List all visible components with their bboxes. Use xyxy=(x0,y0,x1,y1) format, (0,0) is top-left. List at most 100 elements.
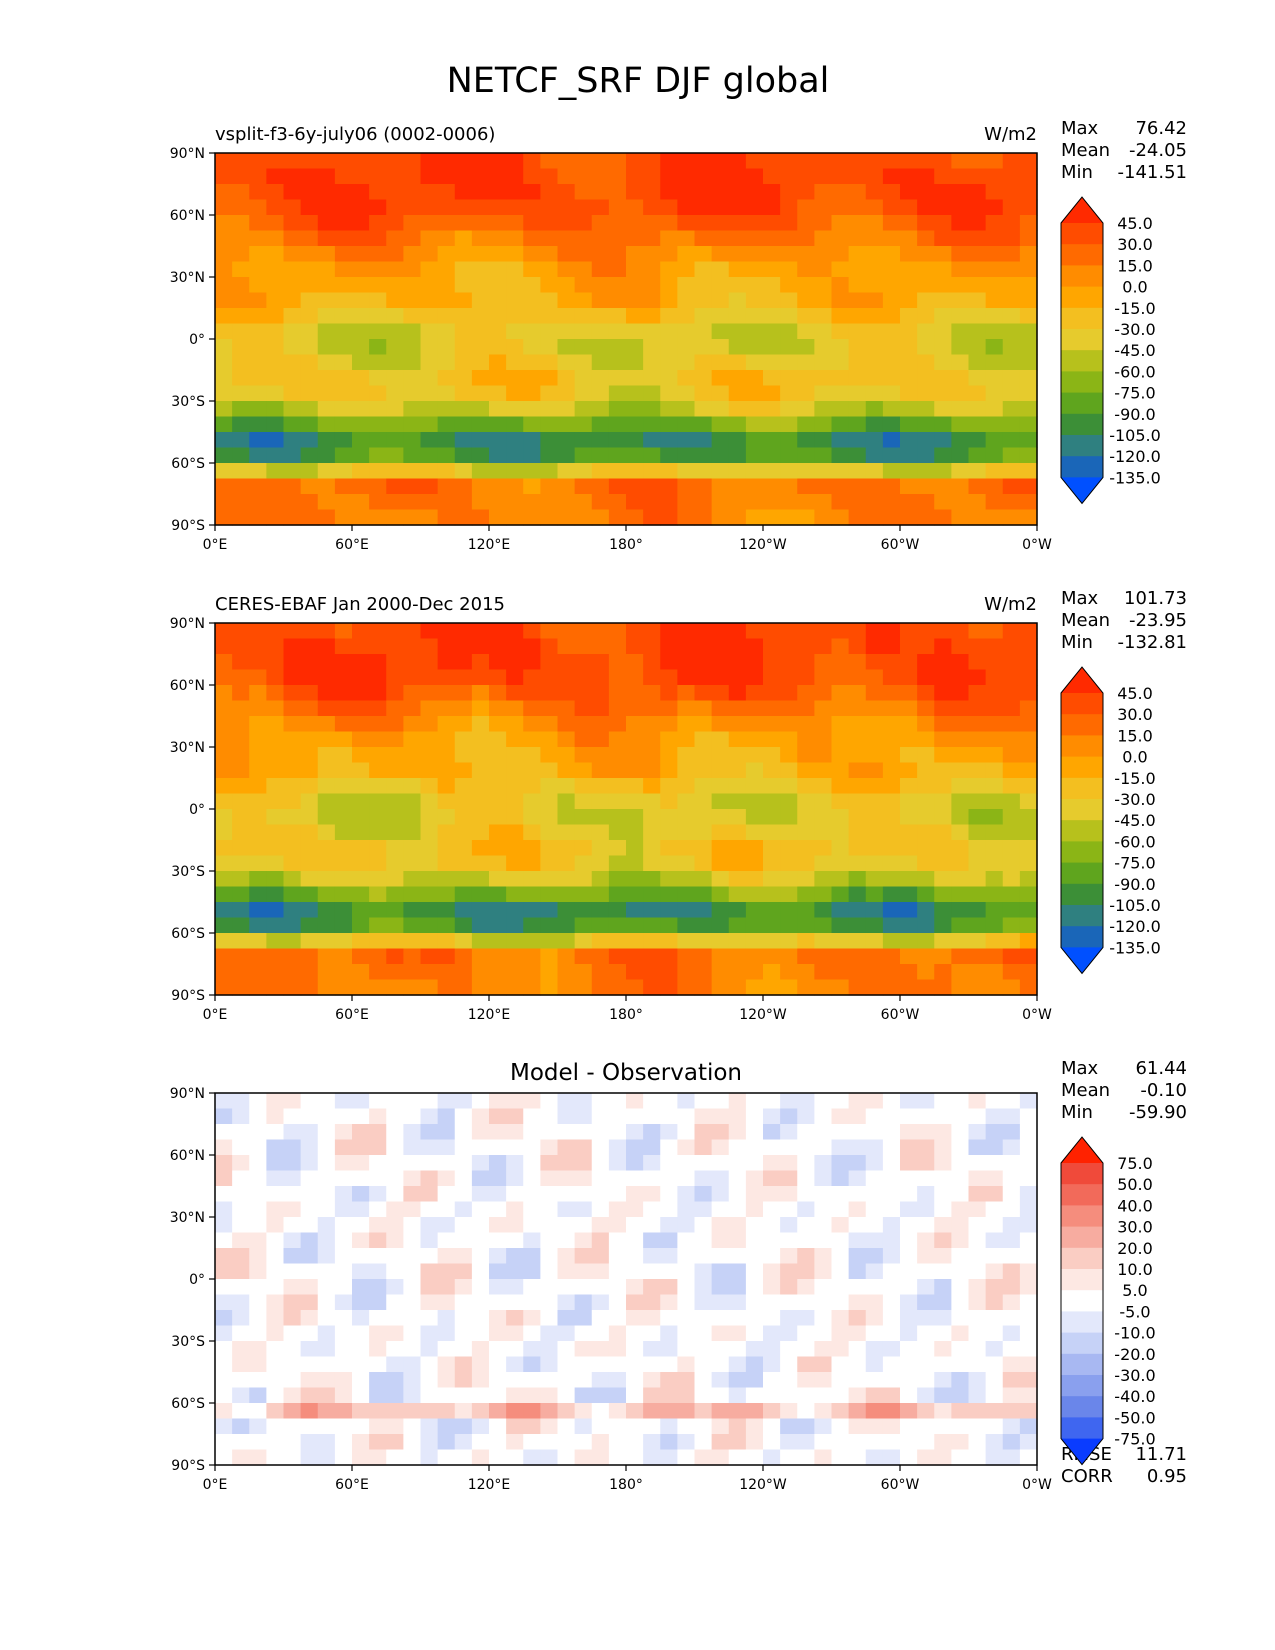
heatmap-cell xyxy=(352,1170,370,1187)
heatmap-cell xyxy=(369,1279,387,1296)
heatmap-cell xyxy=(283,1356,302,1373)
heatmap-cell xyxy=(300,339,319,356)
heatmap-cell xyxy=(677,385,696,402)
heatmap-cell xyxy=(1002,1155,1021,1172)
heatmap-cell xyxy=(643,840,661,857)
heatmap-cell xyxy=(763,1155,781,1172)
heatmap-cell xyxy=(694,199,713,216)
colorbar-label: 30.0 xyxy=(1117,705,1153,724)
colorbar-segment xyxy=(1061,1163,1103,1185)
heatmap-cell xyxy=(283,509,302,526)
heatmap-cell xyxy=(745,447,764,464)
heatmap-cell xyxy=(728,261,747,278)
heatmap-cell xyxy=(951,1170,970,1187)
heatmap-cell xyxy=(232,416,250,433)
heatmap-cell xyxy=(540,902,559,919)
heatmap-cell xyxy=(489,1279,507,1296)
heatmap-cell xyxy=(985,1232,1004,1249)
heatmap-cell xyxy=(1019,261,1038,278)
heatmap-cell xyxy=(865,964,884,981)
heatmap-cell xyxy=(489,1418,507,1435)
heatmap-cell xyxy=(728,1403,747,1420)
heatmap-cell xyxy=(848,277,867,294)
heatmap-cell xyxy=(848,762,867,779)
heatmap-cell xyxy=(865,1434,884,1451)
colorbar-label: 30.0 xyxy=(1117,235,1153,254)
heatmap-cell xyxy=(420,463,439,480)
heatmap-cell xyxy=(934,184,952,201)
heatmap-cell xyxy=(420,654,439,671)
heatmap-cell xyxy=(334,215,353,232)
heatmap-cell xyxy=(266,246,285,263)
heatmap-cell xyxy=(352,1139,370,1156)
heatmap-cell xyxy=(317,778,336,795)
heatmap-cell xyxy=(266,199,285,216)
heatmap-cell xyxy=(831,494,850,511)
heatmap-cell xyxy=(591,654,610,671)
heatmap-cell xyxy=(437,292,456,309)
heatmap-cell xyxy=(763,1248,781,1265)
heatmap-cell xyxy=(917,1217,935,1234)
stat-max-value: 61.44 xyxy=(1135,1058,1187,1079)
heatmap-cell xyxy=(557,731,576,748)
heatmap-cell xyxy=(831,215,850,232)
heatmap-cell xyxy=(951,463,970,480)
heatmap-cell xyxy=(985,654,1004,671)
heatmap-cell xyxy=(660,1248,678,1265)
heatmap-cell xyxy=(574,1108,593,1125)
heatmap-cell xyxy=(694,793,713,810)
heatmap-cell xyxy=(574,199,593,216)
heatmap-cell xyxy=(1002,1356,1021,1373)
panel-model: vsplit-f3-6y-july06 (0002-0006) W/m2 90°… xyxy=(170,118,1187,553)
heatmap-cell xyxy=(471,1139,490,1156)
heatmap-cell xyxy=(643,917,661,934)
heatmap-cell xyxy=(968,1387,987,1404)
heatmap-cell xyxy=(317,1403,336,1420)
colorbar-label: -120.0 xyxy=(1109,917,1161,936)
heatmap-cell xyxy=(369,1155,387,1172)
heatmap-cell xyxy=(369,1093,387,1110)
lat-ticks: 90°N60°N30°N0°30°S60°S90°S xyxy=(170,146,215,534)
heatmap-cell xyxy=(523,153,541,170)
heatmap-cell xyxy=(420,1170,439,1187)
heatmap-cell xyxy=(317,1248,336,1265)
heatmap-cell xyxy=(763,716,781,733)
heatmap-cell xyxy=(489,277,507,294)
heatmap-cell xyxy=(917,886,935,903)
heatmap-cell xyxy=(386,416,404,433)
heatmap-cell xyxy=(266,716,285,733)
heatmap-cell xyxy=(232,385,250,402)
heatmap-cell xyxy=(283,855,302,872)
heatmap-cell xyxy=(677,401,696,418)
heatmap-cell xyxy=(763,1217,781,1234)
heatmap-cell xyxy=(934,669,952,686)
heatmap-cell xyxy=(266,432,285,449)
heatmap-cell xyxy=(523,824,541,841)
heatmap-cell xyxy=(489,168,507,185)
heatmap-cell xyxy=(797,1418,815,1435)
heatmap-cell xyxy=(266,447,285,464)
heatmap-cell xyxy=(403,917,422,934)
heatmap-cell xyxy=(471,509,490,526)
heatmap-cell xyxy=(557,855,576,872)
heatmap-cell xyxy=(626,509,644,526)
heatmap-cell xyxy=(797,809,815,826)
heatmap-cell xyxy=(574,153,593,170)
heatmap-cell xyxy=(968,168,987,185)
heatmap-cell xyxy=(745,1201,764,1218)
heatmap-cell xyxy=(1002,1449,1021,1466)
heatmap-cell xyxy=(797,1248,815,1265)
lat-ticks: 90°N60°N30°N0°30°S60°S90°S xyxy=(170,1086,215,1474)
heatmap-cell xyxy=(745,261,764,278)
heatmap-cell xyxy=(591,339,610,356)
heatmap-cell xyxy=(882,1155,901,1172)
heatmap-cell xyxy=(437,463,456,480)
heatmap-cell xyxy=(934,277,952,294)
heatmap-cell xyxy=(745,230,764,247)
heatmap-cell xyxy=(694,623,713,640)
heatmap-cell xyxy=(334,1186,353,1203)
heatmap-cell xyxy=(608,917,627,934)
heatmap-cell xyxy=(369,871,387,888)
heatmap-cell xyxy=(934,1310,952,1327)
heatmap-cell xyxy=(780,215,798,232)
